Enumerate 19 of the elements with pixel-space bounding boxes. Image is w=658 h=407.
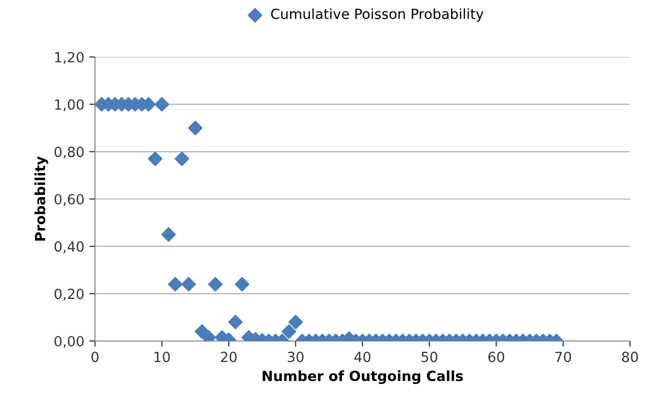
x-tick-label: 30	[288, 352, 304, 362]
x-tick-label: 40	[354, 352, 370, 362]
x-axis-title: Number of Outgoing Calls	[262, 370, 463, 384]
y-tick-label: 1,20	[55, 52, 84, 64]
x-tick-label: 10	[154, 352, 170, 362]
y-tick-label: 0,20	[54, 288, 84, 301]
x-tick-label: 0	[91, 352, 98, 362]
x-tick-label: 60	[488, 352, 504, 362]
x-tick-label: 70	[555, 352, 572, 362]
y-tick-label: 0,00	[54, 336, 84, 348]
y-axis-title: Probability	[34, 156, 48, 241]
y-tick-label: 0,80	[54, 146, 84, 159]
x-tick-label: 50	[422, 352, 438, 362]
y-tick-label: 0,40	[54, 241, 84, 254]
legend-label: Cumulative Poisson Probability	[271, 8, 484, 22]
y-tick-label: 0,60	[54, 194, 84, 206]
x-tick-label: 20	[220, 352, 237, 362]
y-tick-label: 1,00	[55, 99, 84, 112]
x-tick-label: 80	[622, 352, 638, 362]
